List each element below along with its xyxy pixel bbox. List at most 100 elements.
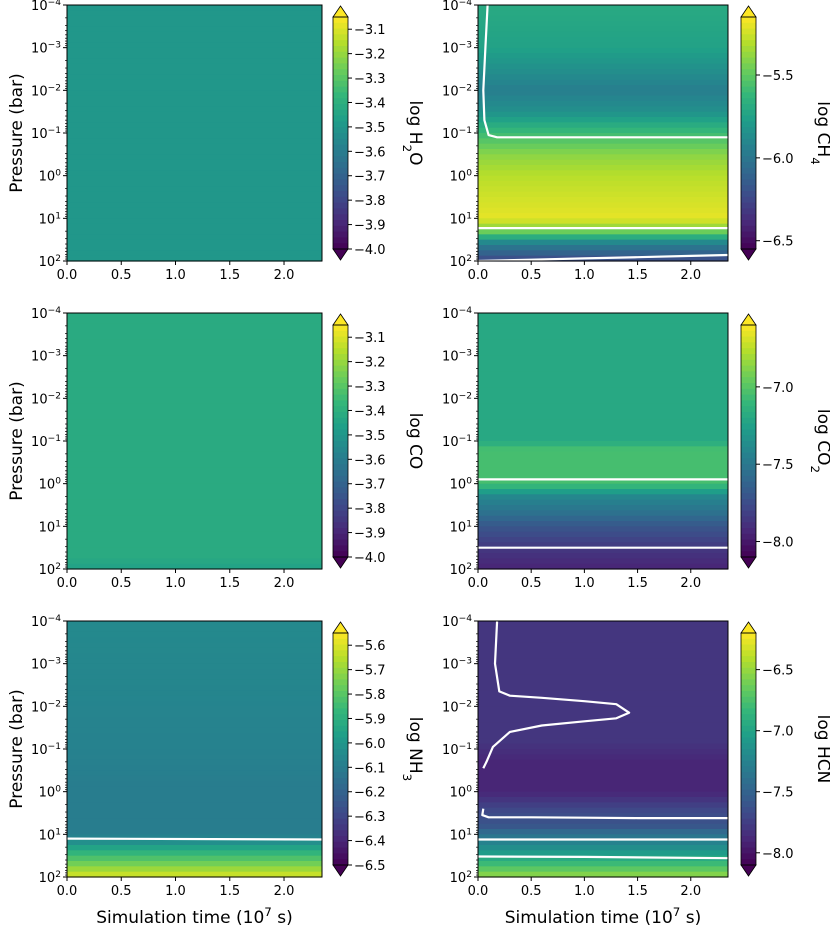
colorbar-band <box>333 499 348 506</box>
y-tick-label: 102 <box>450 254 472 270</box>
colorbar-band <box>741 830 756 837</box>
heatmap-band <box>478 781 728 787</box>
heatmap-band <box>478 553 728 559</box>
x-tick-label: 1.5 <box>219 884 240 899</box>
colorbar-band <box>741 156 756 163</box>
heatmap-band <box>478 759 728 766</box>
y-tick-label: 102 <box>450 870 472 886</box>
colorbar-tick-label-part: −3.5 <box>354 429 386 444</box>
heatmap-band <box>478 79 728 86</box>
x-tick-label-part: 1.5 <box>219 576 240 591</box>
y-tick-label: 100 <box>39 785 62 801</box>
heatmap-band <box>478 441 728 447</box>
heatmap-band <box>67 435 322 442</box>
colorbar-tick-label-part: −6.5 <box>354 859 386 874</box>
y-tick-label: 10−2 <box>31 391 61 407</box>
y-tick-label-part: 1 <box>55 827 61 837</box>
colorbar-band <box>333 789 348 796</box>
colorbar-band <box>741 22 756 30</box>
colorbar-band <box>333 441 348 448</box>
colorbar-band <box>333 167 348 175</box>
heatmap-band <box>67 133 322 139</box>
heatmap-band <box>478 473 728 479</box>
heatmap-band <box>478 329 728 335</box>
colorbar-band <box>741 429 756 436</box>
colorbar-band <box>741 167 756 175</box>
heatmap-band <box>67 387 322 394</box>
colorbar-band <box>333 859 348 866</box>
heatmap-band <box>478 679 728 686</box>
x-tick-label: 1.5 <box>219 268 240 283</box>
colorbar-band <box>333 144 348 151</box>
heatmap-band <box>67 563 322 570</box>
colorbar-label-part: log CO <box>405 413 425 470</box>
colorbar-band <box>333 807 348 814</box>
heatmap-band <box>67 117 322 123</box>
heatmap-band <box>67 642 322 649</box>
colorbar-band <box>333 121 348 128</box>
heatmap-band <box>67 382 322 389</box>
heatmap-band <box>478 69 728 75</box>
heatmap-band <box>67 318 322 325</box>
colorbar-band <box>333 202 348 209</box>
heatmap-band <box>478 213 728 219</box>
heatmap-band <box>67 313 322 319</box>
colorbar-band <box>741 493 756 500</box>
colorbar: −5.5 −6.0 −6.5 log CH4 <box>740 5 830 261</box>
colorbar-label: log CO2 <box>808 409 830 473</box>
colorbar-tick-label-part: −3.5 <box>354 121 386 136</box>
heatmap-band <box>478 313 728 319</box>
colorbar-extend-max <box>332 5 349 18</box>
heatmap-band <box>478 355 728 362</box>
heatmap-band <box>67 558 322 565</box>
colorbar-band <box>333 510 348 517</box>
x-tick-label: 2.0 <box>274 576 295 591</box>
heatmap-band <box>478 90 728 97</box>
colorbar-band <box>333 731 348 738</box>
contour-line <box>481 808 728 820</box>
colorbar-tick-label-part: −3.6 <box>354 145 386 160</box>
colorbar-extend-min <box>332 864 349 877</box>
y-tick-label-part: 10 <box>31 0 48 14</box>
colorbar-tick-label: −3.2 <box>354 48 386 63</box>
heatmap-band <box>67 775 322 782</box>
heatmap-band <box>478 430 728 437</box>
y-tick-label-part: 10 <box>39 478 56 493</box>
heatmap-band <box>478 637 728 643</box>
heatmap-band <box>478 133 728 139</box>
colorbar-band <box>741 650 756 657</box>
colorbar-tick-label-part: −6.5 <box>762 235 794 250</box>
colorbar-label-part: log CO <box>813 409 830 466</box>
heatmap-band <box>478 775 728 782</box>
heatmap-band <box>478 181 728 187</box>
x-tick-label-part: 0.5 <box>521 268 542 283</box>
colorbar-band <box>333 801 348 808</box>
heatmap-band <box>67 202 322 209</box>
heatmap-band <box>67 621 322 627</box>
colorbar-band <box>333 342 348 349</box>
heatmap-band <box>67 371 322 378</box>
y-tick-label: 102 <box>450 562 472 578</box>
colorbar-band <box>741 237 756 244</box>
y-tick-label-part: 10 <box>450 212 467 227</box>
colorbar-band <box>741 336 756 343</box>
heatmap-band <box>67 154 322 161</box>
heatmap-band <box>67 90 322 97</box>
heatmap-band <box>478 547 728 554</box>
colorbar-band <box>741 662 756 669</box>
heatmap-band <box>67 323 322 330</box>
heatmap-band <box>478 409 728 415</box>
colorbar-tick-label: −7.5 <box>762 458 794 473</box>
heatmap-band <box>67 770 322 777</box>
heatmap-band <box>67 37 322 43</box>
heatmap-band <box>478 807 728 814</box>
heatmap-band <box>478 647 728 654</box>
heatmap-band <box>478 722 728 729</box>
heatmap-band <box>67 425 322 431</box>
heatmap-band <box>478 53 728 59</box>
heatmap-band <box>67 95 322 102</box>
colorbar-band <box>741 853 756 860</box>
heatmap-band <box>478 839 728 846</box>
heatmap-band <box>478 58 728 65</box>
